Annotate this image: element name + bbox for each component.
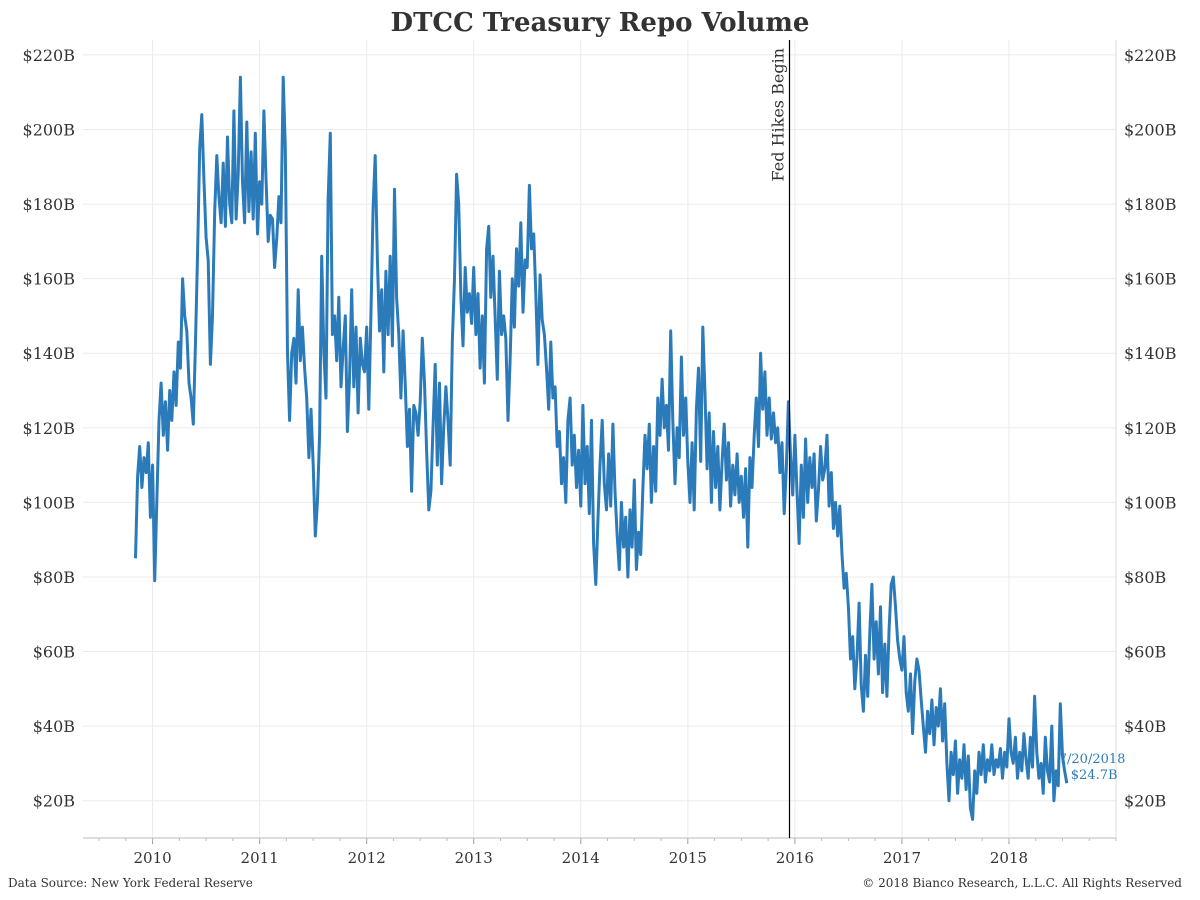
x-tick-label: 2014 (562, 849, 600, 867)
last-point-value: $24.7B (1071, 768, 1118, 783)
y-tick-label: $200B (23, 120, 75, 139)
x-tick-label: 2017 (883, 849, 921, 867)
copyright-note: © 2018 Bianco Research, L.L.C. All Right… (862, 876, 1182, 890)
y-tick-label: $180B (1124, 195, 1176, 214)
y-tick-label: $100B (1124, 493, 1176, 512)
x-tick-label: 2013 (455, 849, 493, 867)
y-tick-label: $200B (1124, 120, 1176, 139)
y-tick-label: $160B (23, 270, 75, 289)
data-source-note: Data Source: New York Federal Reserve (8, 876, 253, 890)
x-tick-label: 2012 (348, 849, 386, 867)
y-tick-label: $60B (1124, 643, 1166, 662)
fed-hikes-label: Fed Hikes Begin (769, 48, 788, 181)
last-point-date: 7/20/2018 (1059, 752, 1126, 767)
x-tick-label: 2011 (241, 849, 279, 867)
grid-lines (83, 40, 1116, 838)
y-tick-label: $100B (23, 493, 75, 512)
y-axis-left: $20B $40B $60B $80B $100B $120B $140B $160B $180… (23, 46, 75, 811)
y-tick-label: $160B (1124, 270, 1176, 289)
y-tick-label: $220B (1124, 46, 1176, 65)
x-tick-label: 2018 (990, 849, 1028, 867)
x-tick-label: 2016 (776, 849, 814, 867)
series-line (134, 75, 1069, 821)
y-tick-label: $120B (23, 419, 75, 438)
y-tick-label: $140B (23, 344, 75, 363)
y-tick-label: $20B (33, 792, 75, 811)
chart-title: DTCC Treasury Repo Volume (390, 8, 810, 38)
y-tick-label: $80B (1124, 568, 1166, 587)
y-tick-label: $80B (33, 568, 75, 587)
series-layer (134, 75, 1069, 821)
y-tick-label: $180B (23, 195, 75, 214)
y-tick-label: $40B (1124, 717, 1166, 736)
x-tick-label: 2015 (669, 849, 707, 867)
x-axis: 2010 2011 2012 2013 2014 2015 2016 2017 2018 (98, 838, 1117, 867)
y-axis-right: $20B $40B $60B $80B $100B $120B $140B $160B $180… (1124, 46, 1176, 811)
y-tick-label: $40B (33, 717, 75, 736)
y-tick-label: $60B (33, 643, 75, 662)
axis-lines (83, 40, 1117, 839)
annotation-layer: Fed Hikes Begin 7/20/2018$24.7B (769, 40, 1126, 838)
y-tick-label: $140B (1124, 344, 1176, 363)
x-tick-label: 2010 (133, 849, 171, 867)
y-tick-label: $220B (23, 46, 75, 65)
y-tick-label: $20B (1124, 792, 1166, 811)
y-tick-label: $120B (1124, 419, 1176, 438)
